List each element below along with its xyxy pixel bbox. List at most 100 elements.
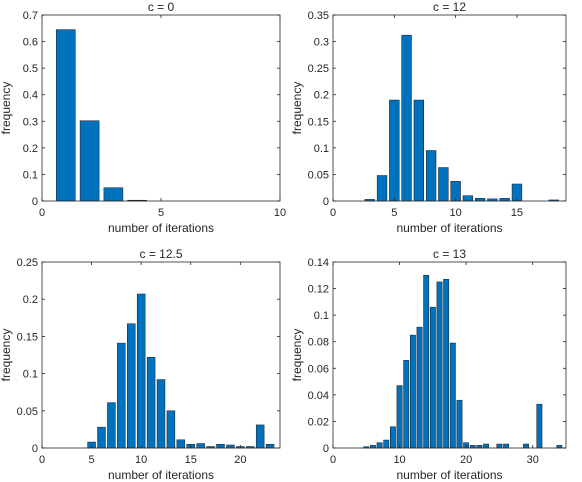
bar <box>443 279 450 449</box>
bar <box>255 424 265 449</box>
x-tick-label: 15 <box>185 454 197 466</box>
y-axis-label: frequency <box>0 82 13 135</box>
bar <box>503 443 509 449</box>
bar <box>396 385 403 449</box>
y-tick-label: 0.35 <box>308 10 329 22</box>
y-tick-label: 0.06 <box>308 363 329 375</box>
bar <box>146 356 156 449</box>
y-tick-label: 0.15 <box>308 116 329 128</box>
bar <box>127 323 136 449</box>
x-tick-label: 30 <box>527 454 539 466</box>
y-tick-label: 0 <box>323 196 329 208</box>
x-tick-label: 10 <box>450 207 462 219</box>
bar <box>429 306 436 449</box>
x-axis-label: number of iterations <box>108 468 214 482</box>
y-tick-label: 0.08 <box>308 337 329 349</box>
bar <box>166 410 176 449</box>
x-tick-label: 5 <box>391 207 397 219</box>
x-axis-label: number of iterations <box>396 221 502 235</box>
x-tick-label: 5 <box>89 454 95 466</box>
bar <box>226 444 235 449</box>
x-tick-label: 15 <box>511 207 523 219</box>
y-tick-label: 0.05 <box>308 169 329 181</box>
chart-title: c = 12.5 <box>139 247 182 261</box>
axes-box <box>332 261 567 449</box>
bar <box>449 342 456 449</box>
y-tick-label: 0.25 <box>17 257 38 269</box>
y-tick-label: 0.1 <box>314 310 329 322</box>
bar <box>462 195 474 202</box>
bar <box>376 442 383 449</box>
x-tick-label: 20 <box>460 454 472 466</box>
bar <box>413 99 424 202</box>
y-tick-label: 0.15 <box>17 331 38 343</box>
bar <box>156 379 166 449</box>
y-tick-label: 0.02 <box>308 416 329 428</box>
axes-box <box>41 14 281 202</box>
x-tick-label: 0 <box>330 454 336 466</box>
bar <box>436 281 443 449</box>
y-tick-label: 0.2 <box>23 294 38 306</box>
y-tick-label: 0.05 <box>17 406 38 418</box>
bar <box>117 342 126 449</box>
y-tick-label: 0.25 <box>308 63 329 75</box>
x-tick-label: 5 <box>158 207 164 219</box>
x-tick-label: 0 <box>330 207 336 219</box>
bar <box>416 326 423 449</box>
y-tick-label: 0.04 <box>308 390 329 402</box>
y-tick-label: 0.7 <box>23 10 38 22</box>
bar <box>438 167 449 202</box>
y-tick-label: 0.3 <box>314 37 329 49</box>
chart-panel-1: 0 5 10 0 0.1 0.2 0.3 0.4 0.5 0.6 0.7 c = 0 number of… <box>0 0 286 235</box>
bar <box>216 444 225 449</box>
y-tick-label: 0.14 <box>308 257 329 269</box>
y-axis-label: frequency <box>290 82 304 135</box>
bar <box>97 426 106 449</box>
bar <box>425 150 437 202</box>
x-tick-label: 0 <box>39 454 45 466</box>
x-tick-label: 0 <box>39 207 45 219</box>
bar <box>136 293 146 449</box>
bar <box>496 443 503 449</box>
y-tick-label: 0.4 <box>23 90 38 102</box>
bar <box>196 443 205 449</box>
chart-panel-4: 0 10 20 30 0 0.02 0.04 0.06 0.08 0.1 0.12 0.14 c = 1… <box>290 247 567 482</box>
y-tick-label: 0.1 <box>23 369 38 381</box>
y-tick-label: 0.2 <box>23 143 38 155</box>
bar <box>56 29 76 202</box>
bar <box>423 275 430 449</box>
bar <box>401 34 412 202</box>
bar <box>376 175 388 202</box>
x-tick-label: 10 <box>393 454 405 466</box>
x-axis-label: number of iterations <box>108 221 214 235</box>
y-tick-label: 0.1 <box>23 169 38 181</box>
y-axis-label: frequency <box>0 329 13 382</box>
x-tick-label: 10 <box>274 207 286 219</box>
bar <box>523 443 529 449</box>
chart-title: c = 0 <box>148 0 175 14</box>
x-axis-label: number of iterations <box>396 468 502 482</box>
chart-panel-3: 0 5 10 15 20 0 0.05 0.1 0.15 0.2 0.25 c = 12.5 numbe… <box>0 247 281 482</box>
axes-box <box>332 14 567 202</box>
x-tick-label: 10 <box>135 454 147 466</box>
bar <box>390 426 396 449</box>
bar <box>456 399 463 449</box>
y-tick-label: 0 <box>323 443 329 455</box>
bar <box>383 439 390 449</box>
y-tick-label: 0.2 <box>314 90 329 102</box>
y-tick-label: 0.1 <box>314 143 329 155</box>
bar <box>403 360 410 449</box>
bar <box>536 403 543 449</box>
y-tick-label: 0.5 <box>23 63 38 75</box>
y-axis-label: frequency <box>290 329 304 382</box>
x-tick-label: 20 <box>234 454 246 466</box>
bar <box>389 99 400 202</box>
bar <box>265 444 275 449</box>
bar <box>103 187 124 202</box>
chart-title: c = 13 <box>433 247 466 261</box>
bar <box>107 402 116 449</box>
bar <box>176 439 186 449</box>
y-tick-label: 0.3 <box>23 116 38 128</box>
bar <box>409 334 416 449</box>
